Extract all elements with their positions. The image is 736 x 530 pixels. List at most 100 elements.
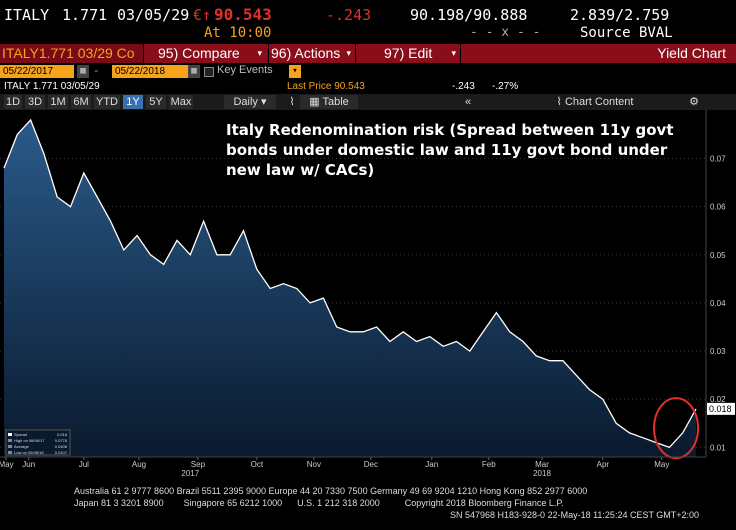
x-tick-label: Feb	[482, 460, 496, 469]
ticker: ITALY	[4, 6, 50, 24]
legend-bar: ITALY 1.771 03/05/29 Last Price 90.543 -…	[0, 80, 736, 94]
x-tick-label: Oct	[251, 460, 264, 469]
chevron-down-icon: ▾	[260, 96, 267, 108]
x-tick-label: Nov	[307, 460, 321, 469]
footer: Australia 61 2 9777 8600 Brazil 5511 239…	[0, 480, 736, 530]
table-button[interactable]: ▦ Table	[300, 95, 358, 109]
chevron-down-icon: ▾	[257, 48, 262, 58]
edit-button[interactable]: 97) Edit ▾	[356, 44, 461, 63]
last-value-box	[707, 402, 735, 415]
legend-swatch	[8, 451, 12, 454]
footer-contacts: Australia 61 2 9777 8600 Brazil 5511 239…	[74, 486, 588, 496]
date-separator: -	[93, 64, 100, 77]
security-name: ITALY 1.771 03/05/29	[4, 81, 100, 92]
y-tick-label: 0.01	[710, 443, 726, 452]
y-tick-label: 0.02	[710, 395, 726, 404]
key-events-label: Key Events	[217, 64, 273, 76]
bid-ask: 90.198/90.888	[410, 6, 528, 24]
actions-label: 96) Actions	[271, 45, 341, 61]
x-tick-label: May	[654, 460, 669, 469]
last-price: 90.543	[214, 5, 272, 24]
x-tick-label: Jul	[79, 460, 89, 469]
period-1d-button[interactable]: 1D	[4, 95, 22, 109]
x-tick-label: Dec	[364, 460, 378, 469]
chart-content-button[interactable]: ⌇ Chart Content	[520, 95, 670, 109]
year-label: 2018	[533, 469, 551, 478]
x-tick-label: Sep	[191, 460, 206, 469]
y-tick-label: 0.06	[710, 203, 726, 212]
year-label: 2017	[181, 469, 199, 478]
key-events-checkbox[interactable]	[204, 67, 214, 77]
actions-button[interactable]: 96) Actions ▾	[269, 44, 356, 63]
legend-label: Average	[14, 444, 30, 449]
bid-ask-sizes: - - x - -	[470, 25, 541, 40]
legend-swatch	[8, 445, 12, 448]
view-title: Yield Chart	[461, 44, 736, 63]
y-tick-label: 0.05	[710, 251, 726, 260]
last-value-label: 0.018	[709, 404, 732, 414]
period-max-button[interactable]: Max	[169, 95, 193, 109]
pricing-source: Source BVAL	[580, 25, 673, 41]
maturity: 03/05/29	[117, 6, 190, 24]
period-ytd-button[interactable]: YTD	[94, 95, 120, 109]
price-arrow-icon: €↑	[193, 6, 212, 24]
legend-label: High on 06/06/17	[14, 438, 45, 443]
price-change: -.243	[326, 6, 372, 24]
yield-chart[interactable]: 0.07 0.06 0.05 0.04 0.03 0.02 0.01 May Jun Jul Au…	[0, 110, 736, 480]
period-toolbar: 1D 3D 1M 6M YTD 1Y 5Y Max Daily ▾ ⌇ ▦ Table « ⌇…	[0, 94, 736, 110]
collapse-icon[interactable]: «	[464, 96, 472, 108]
quote-header: ITALY 1.771 03/05/29 €↑ 90.543 -.243 90.…	[0, 0, 736, 44]
legend-value: 0.0778	[55, 438, 68, 443]
y-tick-label: 0.03	[710, 347, 726, 356]
start-date-field[interactable]: 05/22/2017	[0, 65, 74, 78]
legend-label: Low on 05/08/18	[14, 450, 44, 455]
compare-button[interactable]: 95) Compare ▾	[144, 44, 269, 63]
calendar-icon[interactable]: ▦	[77, 65, 89, 78]
highlight-circle	[653, 397, 700, 460]
frequency-label: Daily	[233, 96, 258, 108]
legend-value: 0.0107	[55, 450, 68, 455]
table-label: Table	[322, 96, 349, 108]
y-tick-label: 0.04	[710, 299, 726, 308]
area-fill	[4, 120, 696, 457]
table-icon: ▦	[309, 96, 320, 108]
last-price-label: Last Price 90.543	[287, 81, 365, 92]
x-tick-label: Aug	[132, 460, 146, 469]
function-toolbar: ITALY1.771 03/29 Co 95) Compare ▾ 96) Act…	[0, 44, 736, 63]
x-tick-label: Apr	[597, 460, 610, 469]
period-5y-button[interactable]: 5Y	[146, 95, 166, 109]
chart-content-icon: ⌇	[556, 96, 562, 108]
legend-box	[5, 429, 71, 456]
security-tab[interactable]: ITALY1.771 03/29 Co	[0, 44, 144, 63]
settings-icon[interactable]: ▾	[289, 65, 301, 78]
x-tick-label: May	[0, 460, 14, 469]
edit-label: 97) Edit	[384, 45, 433, 61]
coupon: 1.771	[62, 6, 108, 24]
chart-content-label: Chart Content	[564, 96, 634, 108]
chevron-down-icon: ▾	[451, 48, 456, 58]
end-date-field[interactable]: 05/22/2018	[112, 65, 188, 78]
percent-change: -.27%	[492, 81, 519, 92]
chevron-down-icon: ▾	[346, 48, 351, 58]
security-tab-label: ITALY1.771 03/29 Co	[2, 45, 135, 61]
gear-icon[interactable]: ⚙	[689, 96, 699, 108]
x-tick-label: Jun	[22, 460, 35, 469]
legend-swatch	[8, 439, 12, 442]
net-change: -.243	[452, 81, 475, 92]
legend-swatch	[8, 433, 12, 436]
view-title-label: Yield Chart	[657, 45, 726, 61]
x-tick-label: Mar	[535, 460, 549, 469]
period-1m-button[interactable]: 1M	[48, 95, 68, 109]
period-6m-button[interactable]: 6M	[71, 95, 91, 109]
footer-session: SN 547968 H183-928-0 22-May-18 11:25:24 …	[450, 510, 700, 520]
calendar-icon[interactable]: ▦	[188, 65, 200, 78]
compare-label: 95) Compare	[158, 45, 240, 61]
period-1y-button[interactable]: 1Y	[123, 95, 143, 109]
legend-value: 0.0408	[55, 444, 68, 449]
date-range-bar: 05/22/2017 ▦ - 05/22/2018 ▦ Key Events ▾	[0, 63, 736, 80]
line-chart-icon[interactable]: ⌇	[289, 96, 295, 108]
time-label: At 10:00	[204, 25, 272, 41]
period-3d-button[interactable]: 3D	[25, 95, 45, 109]
yield-pair: 2.839/2.759	[570, 6, 670, 24]
frequency-select[interactable]: Daily ▾	[224, 95, 276, 109]
